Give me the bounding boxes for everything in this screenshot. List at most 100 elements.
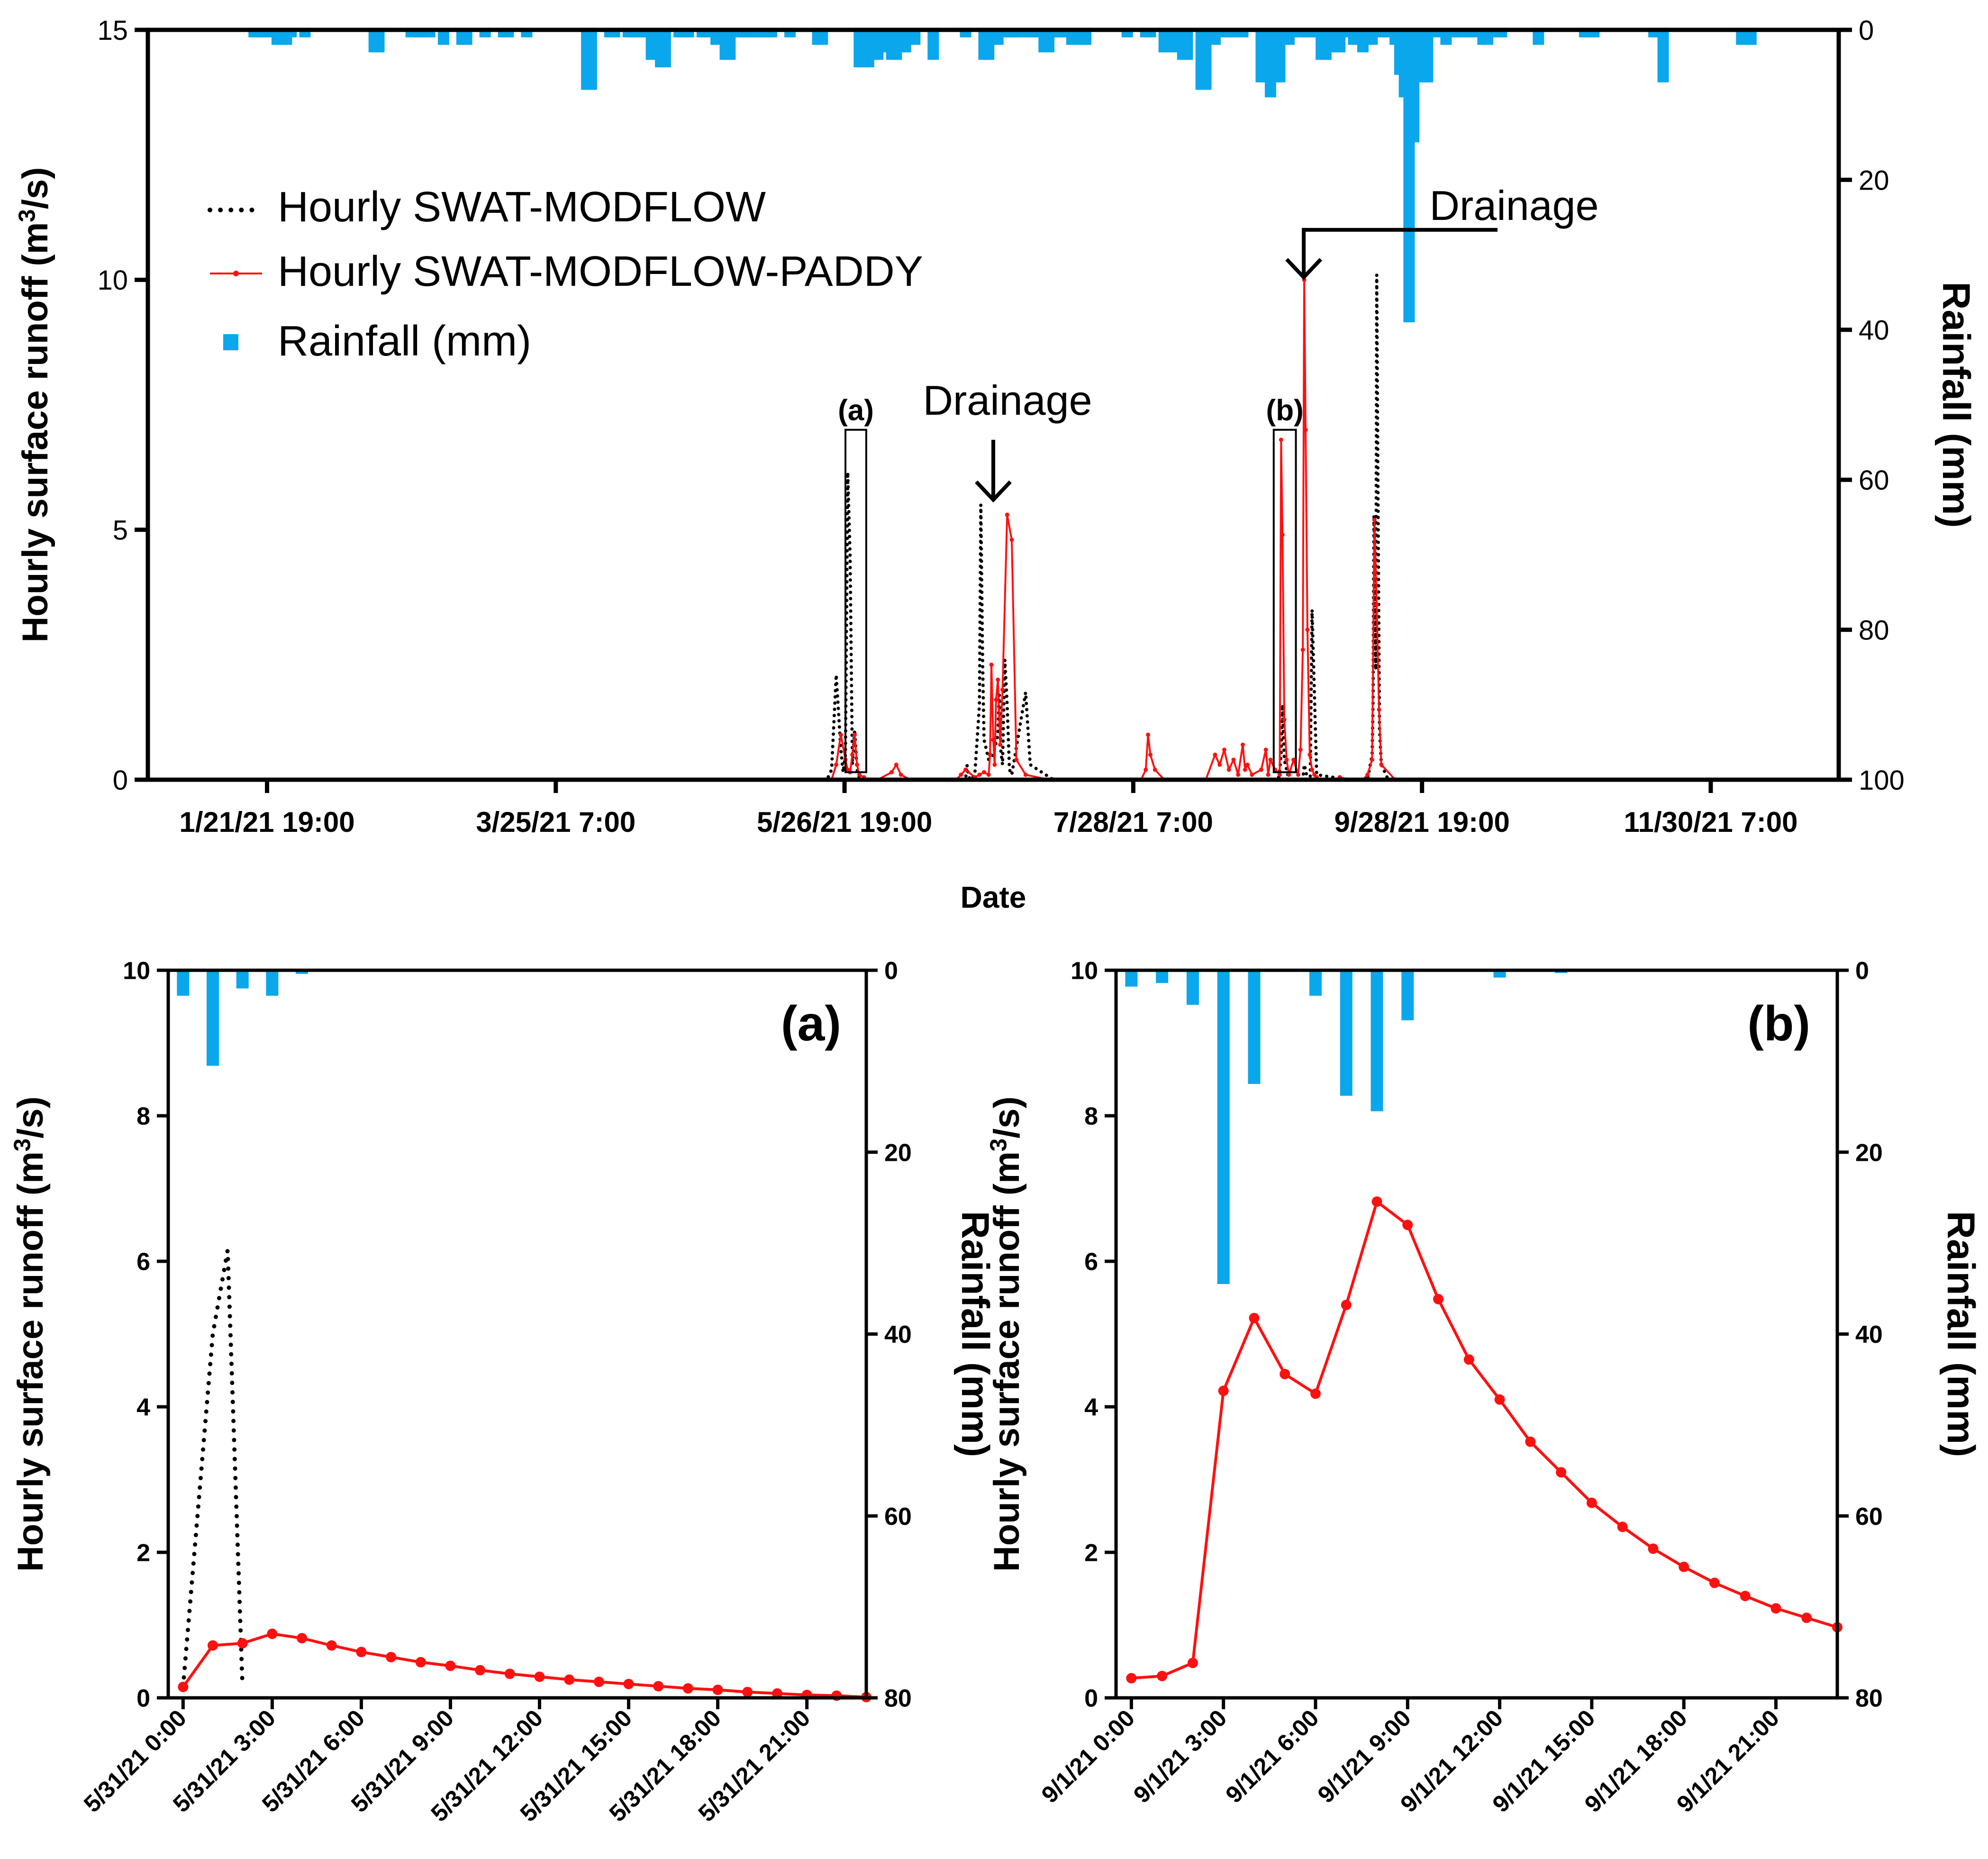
drainage-label-2: Drainage bbox=[1429, 182, 1598, 229]
paddy-point bbox=[1157, 1670, 1168, 1681]
paddy-point bbox=[237, 1638, 248, 1649]
rainfall-bar bbox=[1422, 30, 1434, 82]
paddy-point bbox=[982, 770, 987, 775]
rainfall-bar bbox=[909, 30, 921, 45]
paddy-point bbox=[564, 1674, 575, 1685]
paddy-point bbox=[1126, 1673, 1137, 1684]
y-tick-label: 4 bbox=[136, 1394, 150, 1422]
rainfall-bar bbox=[1125, 970, 1138, 987]
rainfall-bar bbox=[236, 970, 249, 989]
paddy-point bbox=[1310, 1388, 1321, 1399]
paddy-point bbox=[504, 1668, 515, 1679]
rainfall-bar bbox=[296, 970, 309, 974]
y2-tick-label: 20 bbox=[1855, 1139, 1883, 1166]
paddy-point bbox=[1148, 752, 1153, 757]
paddy-point bbox=[853, 732, 857, 737]
paddy-point bbox=[1770, 1603, 1781, 1614]
legend-paddy-label: Hourly SWAT-MODFLOW-PADDY bbox=[278, 248, 923, 295]
drainage-label-1: Drainage bbox=[923, 377, 1092, 424]
paddy-point bbox=[1586, 1497, 1597, 1508]
drainage-arrow-1-head bbox=[975, 480, 1012, 503]
paddy-point bbox=[1291, 757, 1296, 762]
y2-tick-label: 20 bbox=[1859, 165, 1889, 196]
paddy-point bbox=[326, 1640, 337, 1651]
y2-tick-label: 40 bbox=[1855, 1321, 1883, 1349]
y-axis-title: Hourly surface runoff (m3/s) bbox=[9, 1096, 51, 1572]
paddy-point bbox=[1341, 1300, 1352, 1311]
paddy-point bbox=[1374, 602, 1379, 607]
y2-tick-label: 60 bbox=[1855, 1503, 1883, 1531]
paddy-point bbox=[1801, 1613, 1812, 1623]
x-tick-label: 5/26/21 19:00 bbox=[757, 806, 932, 838]
paddy-point bbox=[1525, 1436, 1536, 1447]
y-tick-label: 2 bbox=[1084, 1540, 1098, 1567]
rainfall-bar bbox=[373, 30, 385, 53]
rainfall-bar bbox=[1217, 970, 1230, 1284]
paddy-point bbox=[742, 1686, 753, 1697]
y2-tick-label: 40 bbox=[1859, 315, 1889, 346]
paddy-point bbox=[977, 772, 982, 777]
paddy-point bbox=[208, 1640, 218, 1651]
paddy-point bbox=[1280, 532, 1285, 537]
paddy-point bbox=[682, 1683, 693, 1694]
paddy-point bbox=[1365, 772, 1370, 777]
paddy-point bbox=[1146, 732, 1151, 737]
y-tick-label: 0 bbox=[136, 1685, 150, 1713]
paddy-point bbox=[386, 1652, 397, 1663]
paddy-point bbox=[712, 1685, 723, 1695]
swat-modflow-paddy-series bbox=[182, 1632, 867, 1699]
paddy-point bbox=[1372, 518, 1377, 522]
rainfall-bar bbox=[1371, 970, 1383, 1112]
highlight-box-b bbox=[1272, 428, 1297, 774]
highlight-label-a: (a) bbox=[838, 394, 874, 427]
paddy-point bbox=[1310, 767, 1315, 772]
rainfall-bar bbox=[1657, 30, 1669, 82]
rainfall-bar bbox=[207, 970, 219, 1066]
y-tick-label: 5 bbox=[113, 515, 128, 546]
paddy-point bbox=[963, 767, 968, 772]
paddy-point bbox=[1268, 757, 1273, 762]
rainfall-bar bbox=[1340, 970, 1353, 1096]
swat-modflow-series bbox=[181, 1248, 245, 1689]
highlight-label-b: (b) bbox=[1266, 394, 1304, 427]
paddy-point bbox=[1287, 772, 1291, 777]
rainfall-bar bbox=[461, 30, 472, 45]
rainfall-bar bbox=[1745, 30, 1757, 45]
x-tick-label: 1/21/21 19:00 bbox=[179, 806, 354, 838]
swat-modflow-paddy-series bbox=[817, 279, 1396, 781]
y2-tick-label: 0 bbox=[1859, 15, 1874, 46]
rainfall-bar bbox=[1248, 970, 1261, 1084]
y2-tick-label: 80 bbox=[1859, 615, 1889, 646]
paddy-point bbox=[1296, 772, 1300, 777]
drainage-arrow-2-head bbox=[1285, 258, 1323, 280]
y2-axis-title: Rainfall (mm) bbox=[1939, 1211, 1982, 1457]
paddy-point bbox=[1300, 647, 1305, 652]
paddy-point bbox=[1231, 757, 1236, 762]
paddy-point bbox=[297, 1633, 308, 1644]
paddy-point bbox=[1679, 1561, 1689, 1572]
y-tick-label: 0 bbox=[113, 765, 128, 796]
paddy-point bbox=[1277, 772, 1282, 777]
y-tick-label: 0 bbox=[1084, 1685, 1098, 1713]
y-tick-label: 2 bbox=[136, 1540, 150, 1567]
paddy-point bbox=[989, 662, 994, 667]
x-tick-label: 9/28/21 19:00 bbox=[1334, 806, 1510, 838]
x-axis-title: Date bbox=[961, 880, 1026, 914]
swat-modflow-series bbox=[816, 273, 1397, 782]
panel-label-b: (b) bbox=[1747, 996, 1810, 1051]
rainfall-bar bbox=[1533, 30, 1544, 45]
rainfall-bar bbox=[817, 30, 828, 45]
y-tick-label: 4 bbox=[1084, 1394, 1098, 1422]
y-tick-label: 6 bbox=[136, 1248, 150, 1276]
y2-tick-label: 80 bbox=[1855, 1685, 1883, 1713]
paddy-point bbox=[1370, 757, 1374, 762]
paddy-point bbox=[593, 1677, 604, 1687]
x-tick-label: 9/1/21 6:00 bbox=[1220, 1704, 1324, 1808]
rainfall-bar bbox=[1181, 30, 1193, 60]
paddy-point bbox=[415, 1657, 426, 1668]
paddy-point bbox=[838, 732, 843, 737]
paddy-point bbox=[623, 1678, 634, 1689]
y-tick-label: 6 bbox=[1084, 1248, 1098, 1276]
